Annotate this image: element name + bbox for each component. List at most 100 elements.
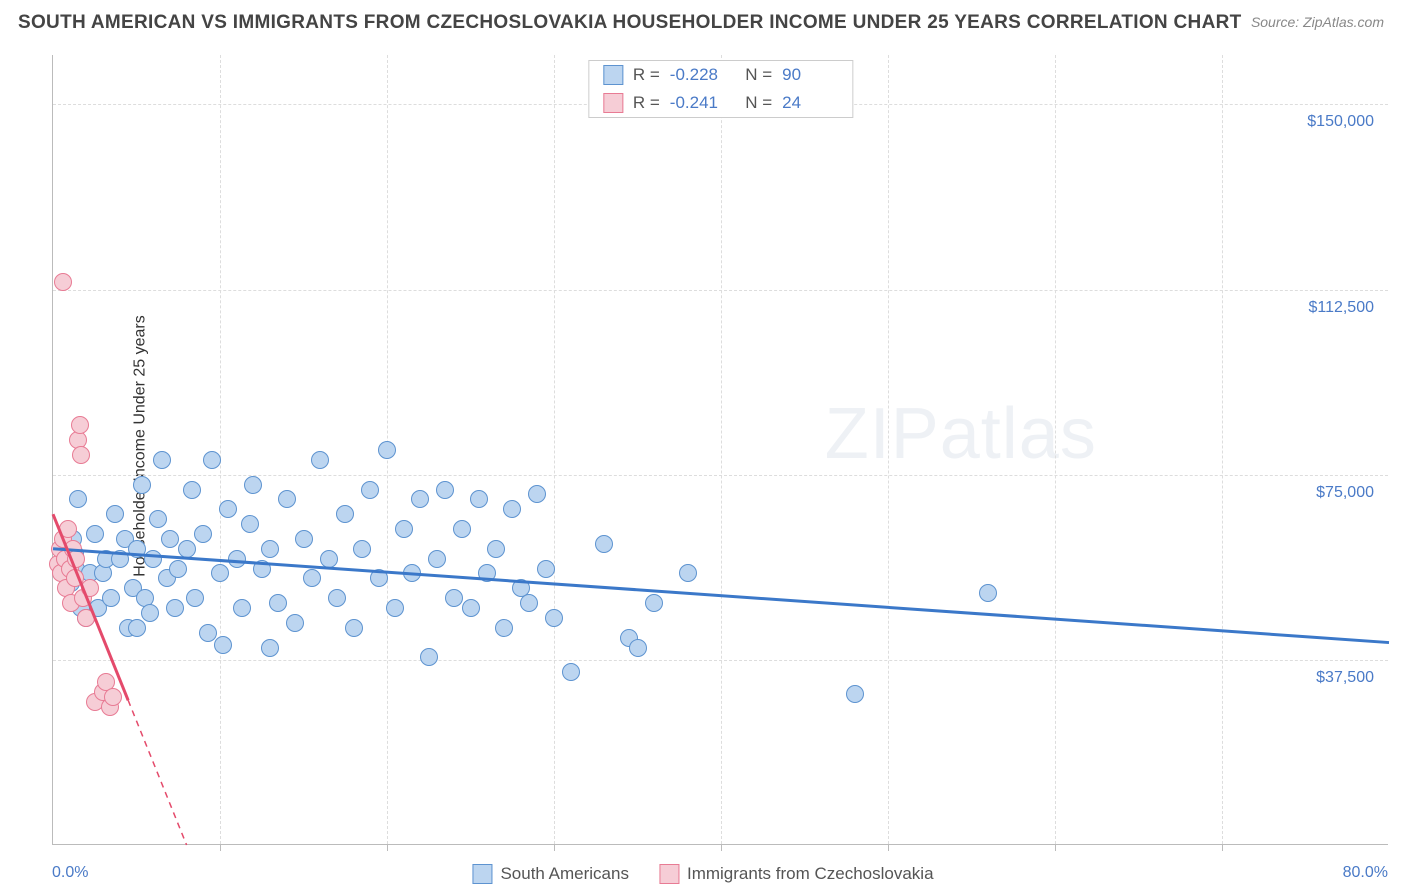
data-point [153,451,171,469]
data-point [106,505,124,523]
data-point [328,589,346,607]
data-point [261,639,279,657]
data-point [133,476,151,494]
data-point [545,609,563,627]
data-point [286,614,304,632]
data-point [128,540,146,558]
data-point [86,525,104,543]
data-point [253,560,271,578]
data-point [102,589,120,607]
gridline-vertical [721,55,722,844]
x-axis-min-label: 0.0% [52,864,88,882]
source-label: Source: ZipAtlas.com [1251,14,1384,30]
x-tick-mark [220,844,221,851]
data-point [645,594,663,612]
data-point [77,609,95,627]
data-point [178,540,196,558]
legend-label: South Americans [500,864,629,884]
data-point [420,648,438,666]
legend-label: Immigrants from Czechoslovakia [687,864,934,884]
data-point [411,490,429,508]
stats-r-value: -0.241 [670,93,726,113]
gridline-vertical [888,55,889,844]
data-point [520,594,538,612]
y-axis-tick-label: $150,000 [1307,113,1374,131]
data-point [428,550,446,568]
data-point [562,663,580,681]
legend-swatch [659,864,679,884]
stats-box: R = -0.228 N = 90R = -0.241 N = 24 [588,60,853,118]
data-point [436,481,454,499]
data-point [166,599,184,617]
data-point [244,476,262,494]
stats-n-label: N = [736,65,772,85]
data-point [81,579,99,597]
stats-swatch [603,93,623,113]
data-point [370,569,388,587]
data-point [161,530,179,548]
data-point [528,485,546,503]
data-point [478,564,496,582]
legend-item: Immigrants from Czechoslovakia [659,864,934,884]
data-point [320,550,338,568]
gridline-vertical [554,55,555,844]
data-point [54,273,72,291]
data-point [453,520,471,538]
stats-r-label: R = [633,65,660,85]
x-tick-mark [1055,844,1056,851]
data-point [295,530,313,548]
data-point [233,599,251,617]
stats-row: R = -0.241 N = 24 [589,89,852,117]
chart-title: SOUTH AMERICAN VS IMMIGRANTS FROM CZECHO… [18,12,1242,34]
data-point [219,500,237,518]
data-point [228,550,246,568]
data-point [71,416,89,434]
data-point [186,589,204,607]
x-tick-mark [1222,844,1223,851]
stats-r-value: -0.228 [670,65,726,85]
data-point [470,490,488,508]
data-point [111,550,129,568]
data-point [495,619,513,637]
plot-area: ZIPatlas $37,500 $75,000 $112,500 $150,000 R… [52,55,1388,845]
data-point [194,525,212,543]
watermark: ZIPatlas [825,393,1097,475]
y-axis-tick-label: $112,500 [1308,299,1374,317]
stats-n-value: 90 [782,65,838,85]
data-point [311,451,329,469]
data-point [104,688,122,706]
data-point [487,540,505,558]
data-point [503,500,521,518]
data-point [183,481,201,499]
data-point [361,481,379,499]
data-point [211,564,229,582]
gridline-vertical [220,55,221,844]
data-point [846,685,864,703]
data-point [537,560,555,578]
data-point [59,520,77,538]
data-point [303,569,321,587]
legend-swatch [472,864,492,884]
data-point [141,604,159,622]
gridline-vertical [1222,55,1223,844]
x-tick-mark [387,844,388,851]
data-point [595,535,613,553]
x-tick-mark [721,844,722,851]
data-point [144,550,162,568]
data-point [378,441,396,459]
stats-swatch [603,65,623,85]
x-tick-mark [888,844,889,851]
y-axis-tick-label: $37,500 [1316,669,1374,687]
legend: South Americans Immigrants from Czechoslo… [472,864,933,884]
data-point [395,520,413,538]
stats-row: R = -0.228 N = 90 [589,61,852,89]
y-axis-tick-label: $75,000 [1316,484,1374,502]
data-point [169,560,187,578]
data-point [979,584,997,602]
gridline-vertical [1055,55,1056,844]
x-axis-max-label: 80.0% [1343,864,1388,882]
data-point [278,490,296,508]
data-point [199,624,217,642]
data-point [128,619,146,637]
data-point [261,540,279,558]
